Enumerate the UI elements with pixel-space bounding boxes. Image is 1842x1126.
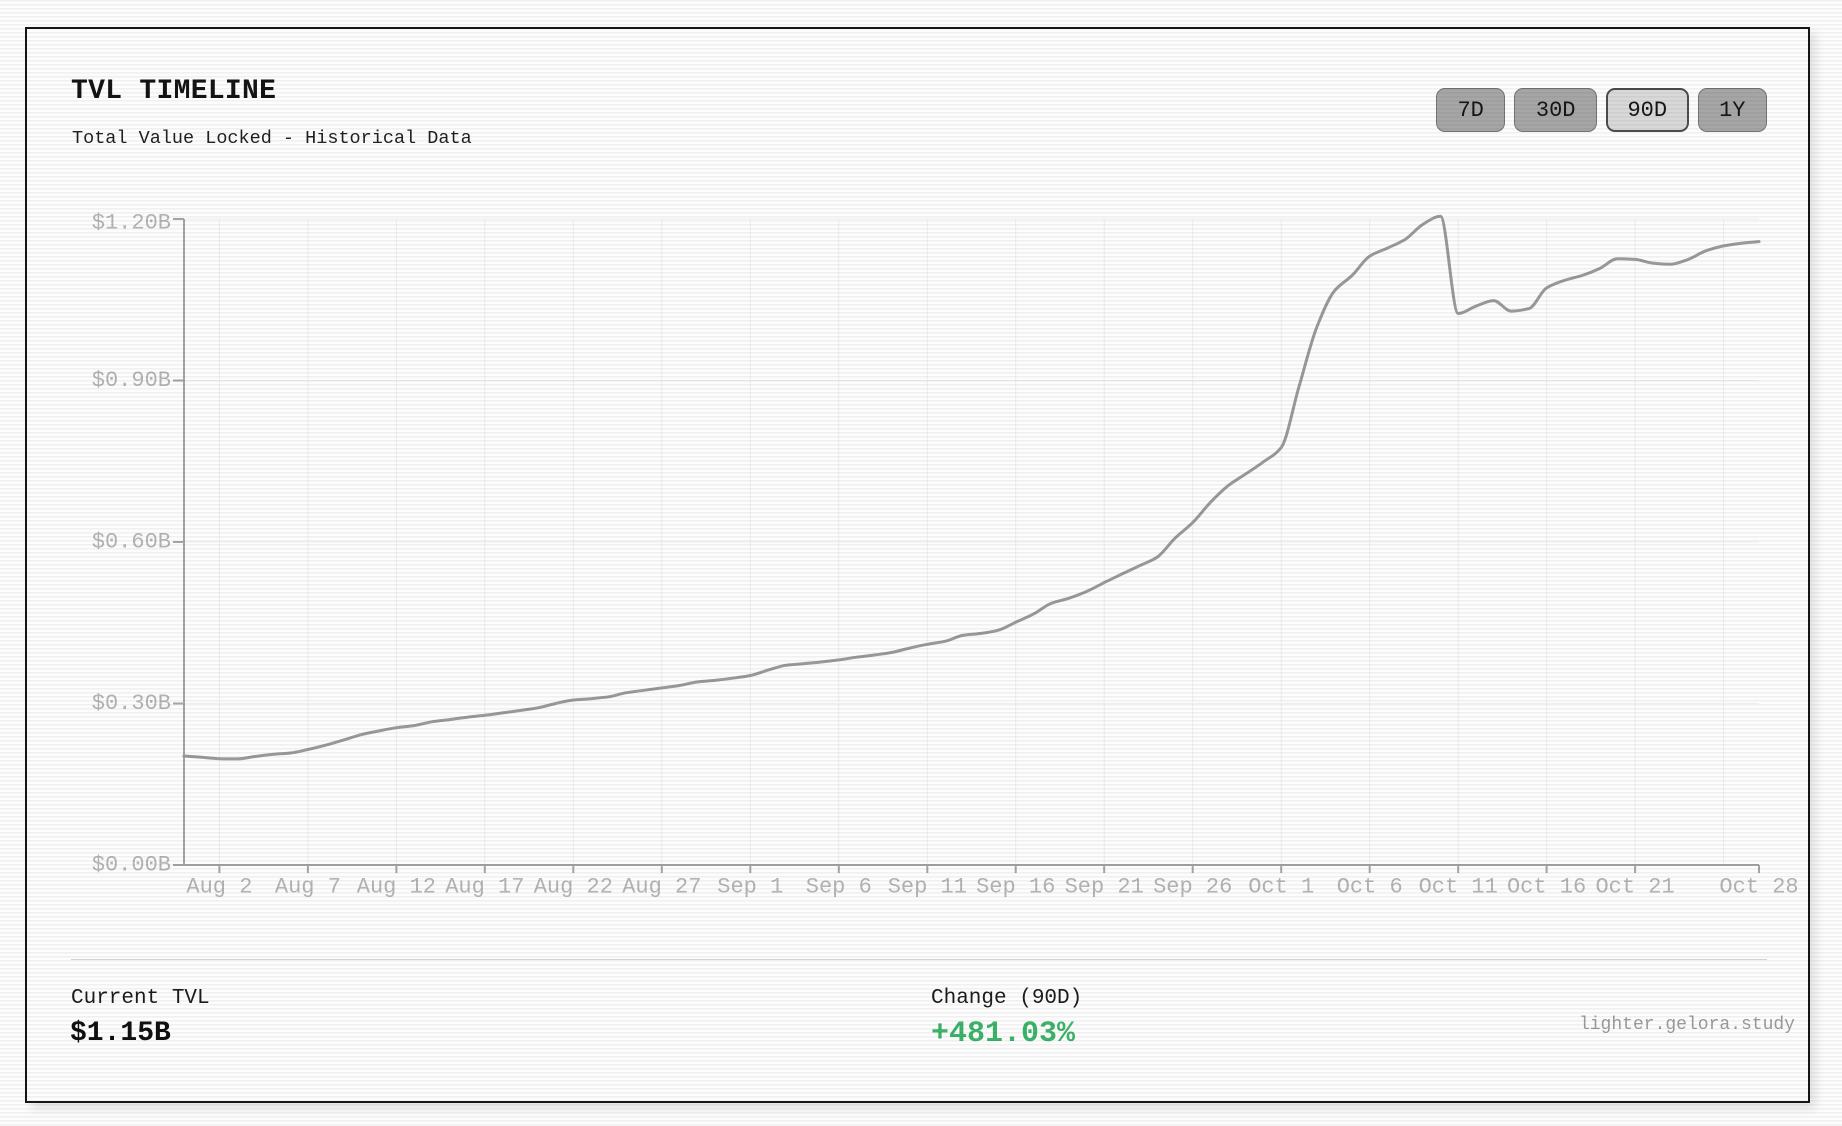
svg-text:Aug 12: Aug 12 [357,875,436,900]
svg-text:Oct 28: Oct 28 [1719,875,1798,900]
svg-text:$0.60B: $0.60B [92,530,171,555]
svg-text:Aug 22: Aug 22 [534,875,613,900]
svg-text:Sep 1: Sep 1 [717,875,783,900]
svg-text:Aug 27: Aug 27 [622,875,701,900]
svg-text:$0.00B: $0.00B [92,853,171,878]
svg-text:Oct 21: Oct 21 [1595,875,1674,900]
svg-text:Oct 16: Oct 16 [1507,875,1586,900]
svg-text:$0.90B: $0.90B [92,368,171,393]
svg-text:Oct 11: Oct 11 [1419,875,1498,900]
svg-text:Sep 16: Sep 16 [976,875,1055,900]
svg-text:Sep 21: Sep 21 [1065,875,1144,900]
svg-text:Sep 6: Sep 6 [806,875,872,900]
svg-text:Oct 6: Oct 6 [1337,875,1403,900]
svg-text:$0.30B: $0.30B [92,691,171,716]
svg-text:Aug 7: Aug 7 [275,875,341,900]
svg-text:Aug 2: Aug 2 [186,875,252,900]
svg-text:Oct 1: Oct 1 [1248,875,1314,900]
svg-text:Aug 17: Aug 17 [445,875,524,900]
svg-text:$1.20B: $1.20B [92,211,171,236]
svg-text:Sep 26: Sep 26 [1153,875,1232,900]
svg-text:Sep 11: Sep 11 [888,875,967,900]
